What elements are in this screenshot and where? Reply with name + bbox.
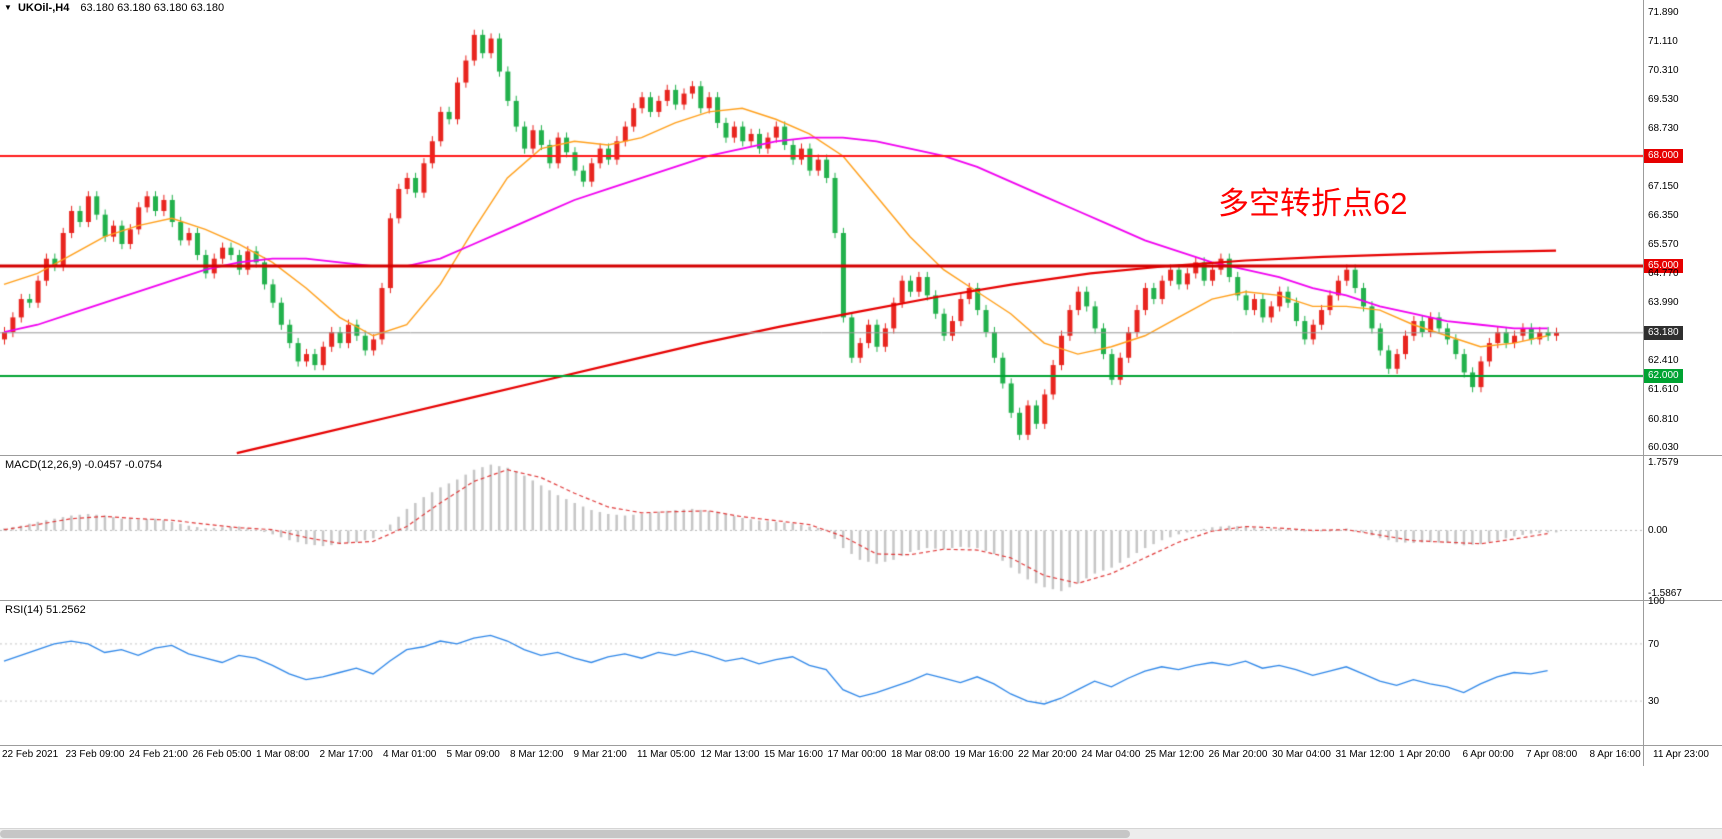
price-axis-label: 68.730 bbox=[1648, 123, 1679, 134]
time-axis-label: 2 Mar 17:00 bbox=[319, 749, 373, 760]
time-axis-label: 11 Apr 23:00 bbox=[1653, 749, 1709, 760]
rsi-indicator-canvas[interactable] bbox=[0, 601, 1643, 744]
time-axis-label: 15 Mar 16:00 bbox=[764, 749, 823, 760]
price-axis-label: 71.110 bbox=[1648, 36, 1678, 47]
time-axis-label: 1 Mar 08:00 bbox=[256, 749, 310, 760]
time-axis-label: 4 Mar 01:00 bbox=[383, 749, 437, 760]
price-axis-label: 64.770 bbox=[1648, 268, 1679, 279]
price-axis-separator bbox=[1643, 0, 1644, 766]
price-axis-label: 62.000 bbox=[1644, 369, 1683, 383]
time-axis-label: 18 Mar 08:00 bbox=[891, 749, 950, 760]
panel-separator-rsi[interactable] bbox=[0, 600, 1722, 601]
time-axis-label: 9 Mar 21:00 bbox=[573, 749, 627, 760]
time-axis-label: 31 Mar 12:00 bbox=[1335, 749, 1395, 760]
main-price-chart-canvas[interactable] bbox=[0, 0, 1643, 455]
time-axis-label: 26 Feb 05:00 bbox=[192, 749, 252, 760]
macd-axis-label: 0.00 bbox=[1648, 525, 1668, 536]
time-axis-label: 12 Mar 13:00 bbox=[700, 749, 760, 760]
macd-indicator-canvas[interactable] bbox=[0, 456, 1643, 599]
time-axis-label: 24 Mar 04:00 bbox=[1081, 749, 1141, 760]
price-axis-label: 61.610 bbox=[1648, 384, 1679, 395]
price-axis-label: 71.890 bbox=[1648, 7, 1679, 18]
price-axis-label: 66.350 bbox=[1648, 210, 1679, 221]
time-axis-label: 26 Mar 20:00 bbox=[1208, 749, 1268, 760]
price-axis-label: 69.530 bbox=[1648, 94, 1679, 105]
macd-axis[interactable]: 1.7579 0.00 -1.5867 bbox=[1644, 456, 1722, 599]
horizontal-scrollbar[interactable] bbox=[0, 828, 1722, 839]
rsi-panel-label: RSI(14) 51.2562 bbox=[5, 604, 86, 616]
time-axis-label: 25 Mar 12:00 bbox=[1145, 749, 1204, 760]
macd-axis-label: 1.7579 bbox=[1648, 457, 1679, 468]
time-axis-label: 30 Mar 04:00 bbox=[1272, 749, 1331, 760]
time-axis-label: 22 Feb 2021 bbox=[2, 749, 59, 760]
price-axis-label: 68.000 bbox=[1644, 149, 1683, 163]
price-axis-label: 70.310 bbox=[1648, 65, 1679, 76]
time-axis-label: 23 Feb 09:00 bbox=[65, 749, 125, 760]
macd-axis-label: -1.5867 bbox=[1648, 588, 1682, 599]
rsi-axis-label: 100 bbox=[1648, 596, 1665, 607]
price-axis-label: 62.410 bbox=[1648, 355, 1679, 366]
price-axis-label: 60.810 bbox=[1648, 414, 1679, 425]
rsi-axis[interactable]: 100 70 30 bbox=[1644, 596, 1722, 744]
time-axis-label: 5 Mar 09:00 bbox=[446, 749, 500, 760]
time-axis-label: 22 Mar 20:00 bbox=[1018, 749, 1077, 760]
rsi-axis-label: 70 bbox=[1648, 639, 1660, 650]
annotation-text: 多空转折点62 bbox=[1218, 186, 1408, 221]
time-axis-label: 19 Mar 16:00 bbox=[954, 749, 1014, 760]
symbol-marker-icon[interactable]: ▼ bbox=[4, 3, 12, 12]
panel-separator-macd[interactable] bbox=[0, 455, 1722, 456]
time-axis-label: 1 Apr 20:00 bbox=[1399, 749, 1451, 760]
price-axis-label: 60.030 bbox=[1648, 442, 1679, 453]
time-axis-label: 8 Mar 12:00 bbox=[510, 749, 564, 760]
price-axis[interactable]: 71.890 71.110 70.310 69.530 68.730 68.000 67.1… bbox=[1644, 0, 1722, 765]
time-axis-label: 17 Mar 00:00 bbox=[827, 749, 887, 760]
scrollbar-thumb[interactable] bbox=[0, 830, 1130, 838]
time-axis-label: 8 Apr 16:00 bbox=[1589, 749, 1641, 760]
price-axis-label: 67.150 bbox=[1648, 181, 1679, 192]
time-axis-label: 7 Apr 08:00 bbox=[1526, 749, 1578, 760]
time-axis-label: 11 Mar 05:00 bbox=[637, 749, 696, 760]
rsi-axis-label: 30 bbox=[1648, 696, 1660, 707]
time-axis[interactable]: 22 Feb 2021 23 Feb 09:00 24 Feb 21:00 26 Fe… bbox=[0, 746, 1722, 766]
symbol-ohlc-values: 63.180 63.180 63.180 63.180 bbox=[80, 2, 225, 14]
price-axis-label: 65.000 bbox=[1644, 259, 1683, 273]
time-axis-label: 24 Feb 21:00 bbox=[129, 749, 188, 760]
time-axis-label: 6 Apr 00:00 bbox=[1462, 749, 1514, 760]
symbol-info: ▼ UKOil-,H4 63.180 63.180 63.180 63.180 bbox=[4, 2, 224, 14]
panel-separator-timeaxis bbox=[0, 745, 1722, 746]
price-axis-label: 65.570 bbox=[1648, 239, 1679, 250]
macd-panel-label: MACD(12,26,9) -0.0457 -0.0754 bbox=[5, 459, 163, 471]
symbol-title: UKOil-,H4 bbox=[17, 2, 70, 14]
price-axis-label: 63.180 bbox=[1644, 326, 1683, 340]
price-axis-label: 63.990 bbox=[1648, 297, 1679, 308]
